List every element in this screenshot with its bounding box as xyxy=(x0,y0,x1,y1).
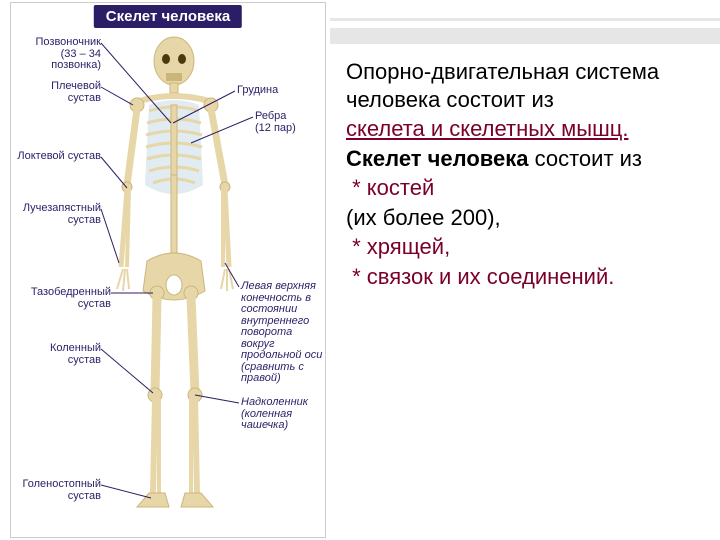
sentence-2b: состоит из xyxy=(529,146,643,171)
label-shoulder: Плечевой сустав xyxy=(15,81,101,104)
text-content: Опорно-двигательная система человека сос… xyxy=(346,58,698,292)
decor-line-thin xyxy=(330,18,720,21)
decor-line-thick xyxy=(330,28,720,44)
underline-skeleton-muscles: скелета и скелетных мышц. xyxy=(346,116,628,141)
skeleton-heading: Скелет человека xyxy=(346,146,529,171)
label-hip: Тазобедренный сустав xyxy=(15,287,111,310)
list-item-ligaments: * связок и их соединений. xyxy=(346,263,698,291)
label-sternum: Грудина xyxy=(237,85,321,97)
label-wrist: Лучезапястныйсустав xyxy=(15,203,101,226)
list-item-ligaments-text: * связок и их соединений. xyxy=(352,264,614,289)
sentence-2: Скелет человека состоит из xyxy=(346,145,698,173)
list-item-cartilage-text: * хрящей, xyxy=(352,234,450,259)
slide: Скелет человека xyxy=(0,0,720,540)
label-limb_note: Левая верхняяконечность всостояниивнутре… xyxy=(241,281,325,385)
label-vertebra: Позвоночник(33 – 34 позвонка) xyxy=(15,37,101,72)
diagram-title: Скелет человека xyxy=(94,5,242,28)
label-knee: Коленный сустав xyxy=(15,343,101,366)
list-item-bones-text: * костей xyxy=(352,175,434,200)
label-patella: Надколенник(коленнаячашечка) xyxy=(241,397,325,432)
label-elbow: Локтевой сустав xyxy=(15,151,101,163)
list-item-cartilage: * хрящей, xyxy=(346,233,698,261)
sentence-1a: Опорно-двигательная система человека сос… xyxy=(346,58,698,113)
label-ankle: Голеностопныйсустав xyxy=(15,479,101,502)
bones-count: (их более 200), xyxy=(346,204,698,232)
list-item-bones: * костей xyxy=(346,174,698,202)
sentence-1b: скелета и скелетных мышц. xyxy=(346,115,698,143)
label-ribs: Ребра(12 пар) xyxy=(255,111,339,134)
diagram-body: Позвоночник(33 – 34 позвонка) Плечевой су… xyxy=(11,3,325,537)
skeleton-diagram-panel: Скелет человека xyxy=(10,2,326,538)
